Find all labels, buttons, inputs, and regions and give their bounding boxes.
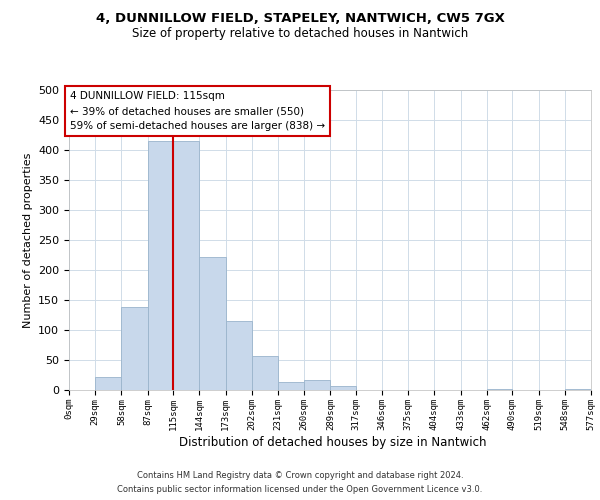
Text: 4 DUNNILLOW FIELD: 115sqm
← 39% of detached houses are smaller (550)
59% of semi: 4 DUNNILLOW FIELD: 115sqm ← 39% of detac… <box>70 91 325 131</box>
Bar <box>95 377 121 390</box>
Bar <box>487 389 512 390</box>
Bar <box>121 307 148 390</box>
Bar <box>304 380 331 390</box>
Bar <box>252 356 278 390</box>
Bar <box>565 389 591 390</box>
Bar <box>331 386 356 390</box>
Text: Size of property relative to detached houses in Nantwich: Size of property relative to detached ho… <box>132 28 468 40</box>
Bar <box>148 141 173 390</box>
Bar <box>226 321 252 390</box>
Y-axis label: Number of detached properties: Number of detached properties <box>23 152 32 328</box>
Text: Distribution of detached houses by size in Nantwich: Distribution of detached houses by size … <box>179 436 487 449</box>
Bar <box>278 382 304 390</box>
Text: Contains HM Land Registry data © Crown copyright and database right 2024.: Contains HM Land Registry data © Crown c… <box>137 472 463 480</box>
Text: Contains public sector information licensed under the Open Government Licence v3: Contains public sector information licen… <box>118 484 482 494</box>
Bar <box>199 257 226 390</box>
Bar <box>173 141 199 390</box>
Text: 4, DUNNILLOW FIELD, STAPELEY, NANTWICH, CW5 7GX: 4, DUNNILLOW FIELD, STAPELEY, NANTWICH, … <box>95 12 505 26</box>
